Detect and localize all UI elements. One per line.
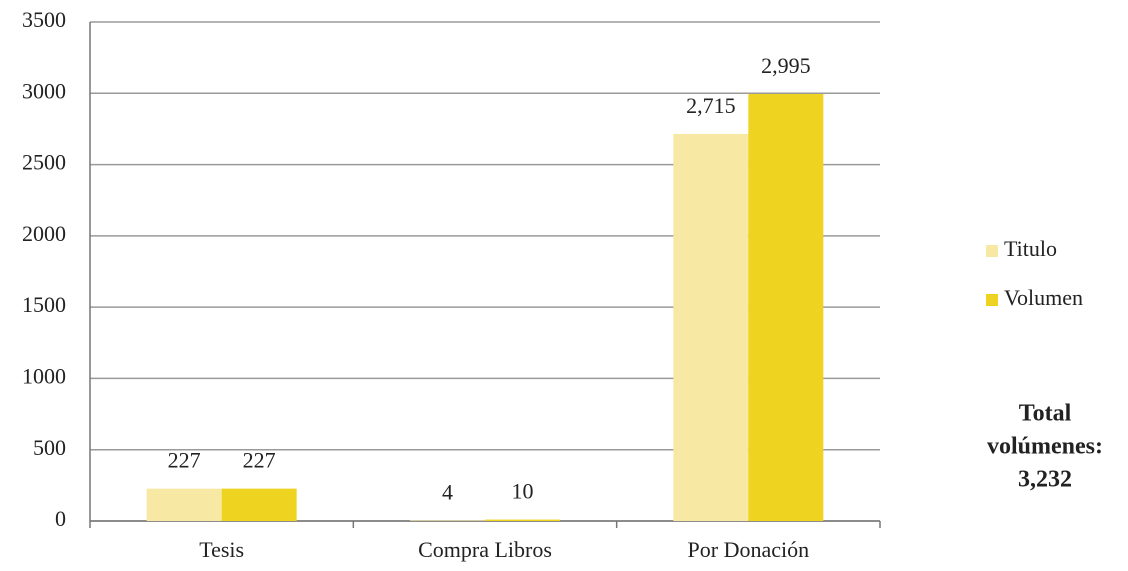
- bar: [146, 488, 222, 521]
- annotation: Total: [1019, 401, 1072, 427]
- y-tick-label: 1000: [22, 363, 66, 388]
- y-tick-label: 2000: [22, 221, 66, 246]
- x-tick-label: Tesis: [199, 537, 244, 562]
- y-tick-label: 1500: [22, 292, 66, 317]
- bar: [221, 488, 297, 521]
- annotation: 3,232: [1018, 467, 1072, 493]
- y-tick-label: 0: [55, 506, 66, 531]
- value-label: 10: [512, 479, 534, 504]
- bar: [748, 93, 824, 522]
- value-label: 227: [243, 448, 276, 473]
- legend-swatch: [986, 294, 998, 306]
- value-label: 227: [168, 448, 201, 473]
- value-label: 4: [442, 479, 453, 504]
- bar: [485, 519, 560, 521]
- legend-label: Titulo: [1004, 236, 1057, 261]
- legend-swatch: [986, 245, 998, 257]
- value-label: 2,715: [686, 93, 736, 118]
- bar: [410, 520, 485, 521]
- value-label: 2,995: [761, 53, 811, 78]
- legend-label: Volumen: [1004, 285, 1083, 310]
- y-tick-label: 3500: [22, 7, 66, 32]
- x-tick-label: Por Donación: [688, 537, 810, 562]
- y-tick-label: 2500: [22, 150, 66, 175]
- annotation: volúmenes:: [987, 434, 1103, 460]
- y-tick-label: 3000: [22, 78, 66, 103]
- y-tick-label: 500: [33, 435, 66, 460]
- bar: [673, 133, 749, 521]
- x-tick-label: Compra Libros: [418, 537, 552, 562]
